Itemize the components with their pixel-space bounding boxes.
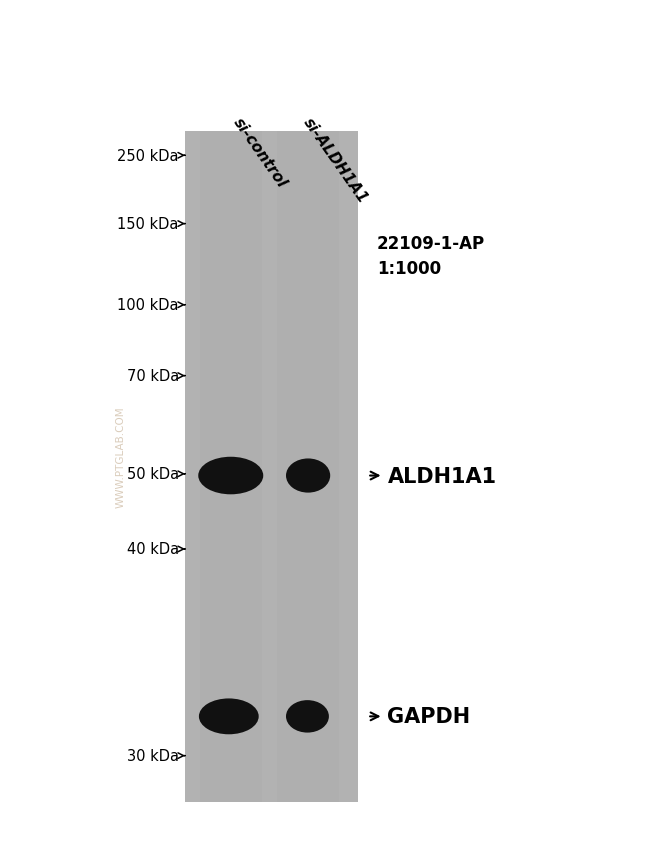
Text: WWW.PTGLAB.COM: WWW.PTGLAB.COM xyxy=(115,406,125,507)
Text: 250 kDa: 250 kDa xyxy=(117,148,179,164)
Text: 40 kDa: 40 kDa xyxy=(127,542,179,557)
Text: GAPDH: GAPDH xyxy=(387,706,471,727)
Bar xyxy=(277,132,339,802)
Ellipse shape xyxy=(199,699,259,734)
Ellipse shape xyxy=(286,700,329,733)
Ellipse shape xyxy=(198,457,263,495)
Bar xyxy=(185,132,358,802)
Text: 100 kDa: 100 kDa xyxy=(117,298,179,313)
Text: si-ALDH1A1: si-ALDH1A1 xyxy=(300,115,370,206)
Text: 50 kDa: 50 kDa xyxy=(127,467,179,482)
Text: 150 kDa: 150 kDa xyxy=(118,217,179,232)
Text: 30 kDa: 30 kDa xyxy=(127,748,179,763)
Ellipse shape xyxy=(286,459,330,493)
Text: si-control: si-control xyxy=(231,115,290,190)
Text: 70 kDa: 70 kDa xyxy=(127,368,179,384)
Text: 22109-1-AP
1:1000: 22109-1-AP 1:1000 xyxy=(377,235,485,277)
Bar xyxy=(200,132,261,802)
Text: ALDH1A1: ALDH1A1 xyxy=(387,466,497,486)
